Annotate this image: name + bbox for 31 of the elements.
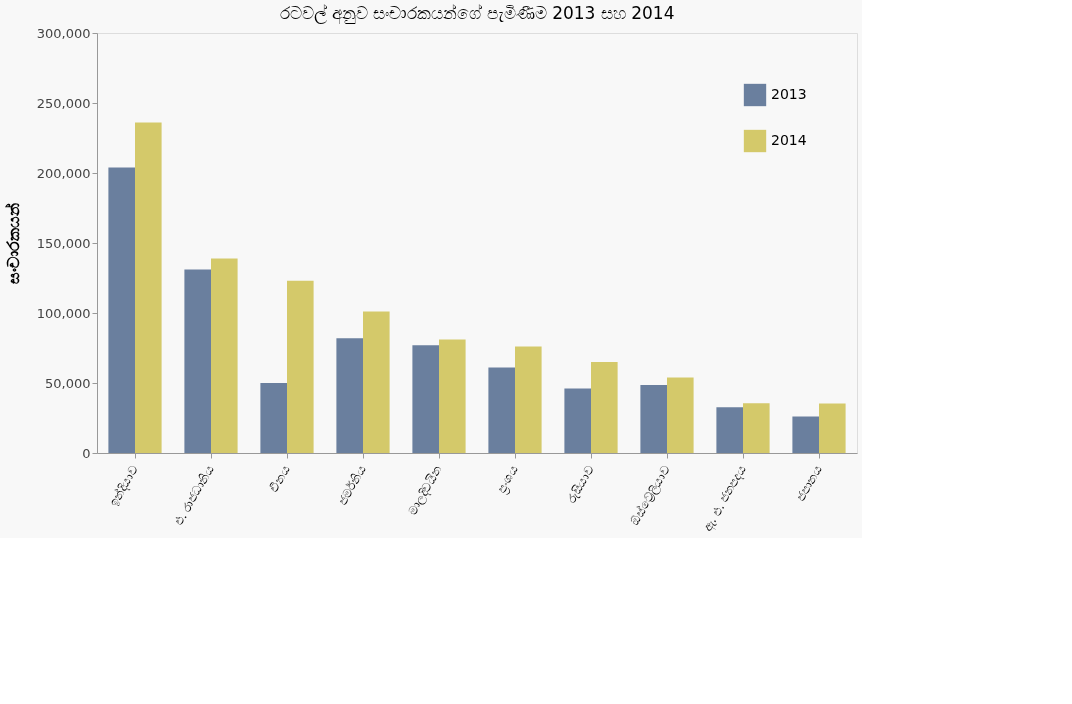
bar	[640, 385, 667, 453]
y-tick-label: 0	[82, 445, 91, 461]
bar	[135, 122, 162, 453]
y-tick-label: 150,000	[36, 235, 91, 251]
chart-title: රටවල් අනුව සංචාරකයන්ගේ පැමිණීම 2013 සහ 2014	[279, 3, 675, 25]
bar	[439, 339, 466, 453]
bar	[743, 403, 770, 453]
y-axis-title: සංචාරකයන්	[3, 203, 23, 284]
bar	[287, 280, 314, 453]
bar	[412, 345, 439, 453]
bar	[667, 377, 694, 453]
bar	[363, 311, 390, 453]
y-tick-label: 100,000	[36, 305, 91, 321]
legend-label: 2014	[771, 132, 807, 148]
y-tick-label: 250,000	[36, 95, 91, 111]
bar	[488, 367, 515, 453]
bar	[564, 388, 591, 453]
bar	[591, 362, 618, 453]
bar	[515, 346, 542, 453]
y-tick-label: 300,000	[36, 25, 91, 41]
bar	[792, 416, 819, 453]
bar	[108, 167, 135, 453]
bar	[260, 383, 287, 453]
legend-label: 2013	[771, 86, 807, 102]
bar	[819, 403, 846, 453]
bar	[184, 269, 211, 453]
bar	[211, 258, 238, 453]
y-tick-label: 50,000	[45, 375, 91, 391]
y-tick-label: 200,000	[36, 165, 91, 181]
bar	[716, 407, 743, 453]
bar	[336, 338, 363, 453]
